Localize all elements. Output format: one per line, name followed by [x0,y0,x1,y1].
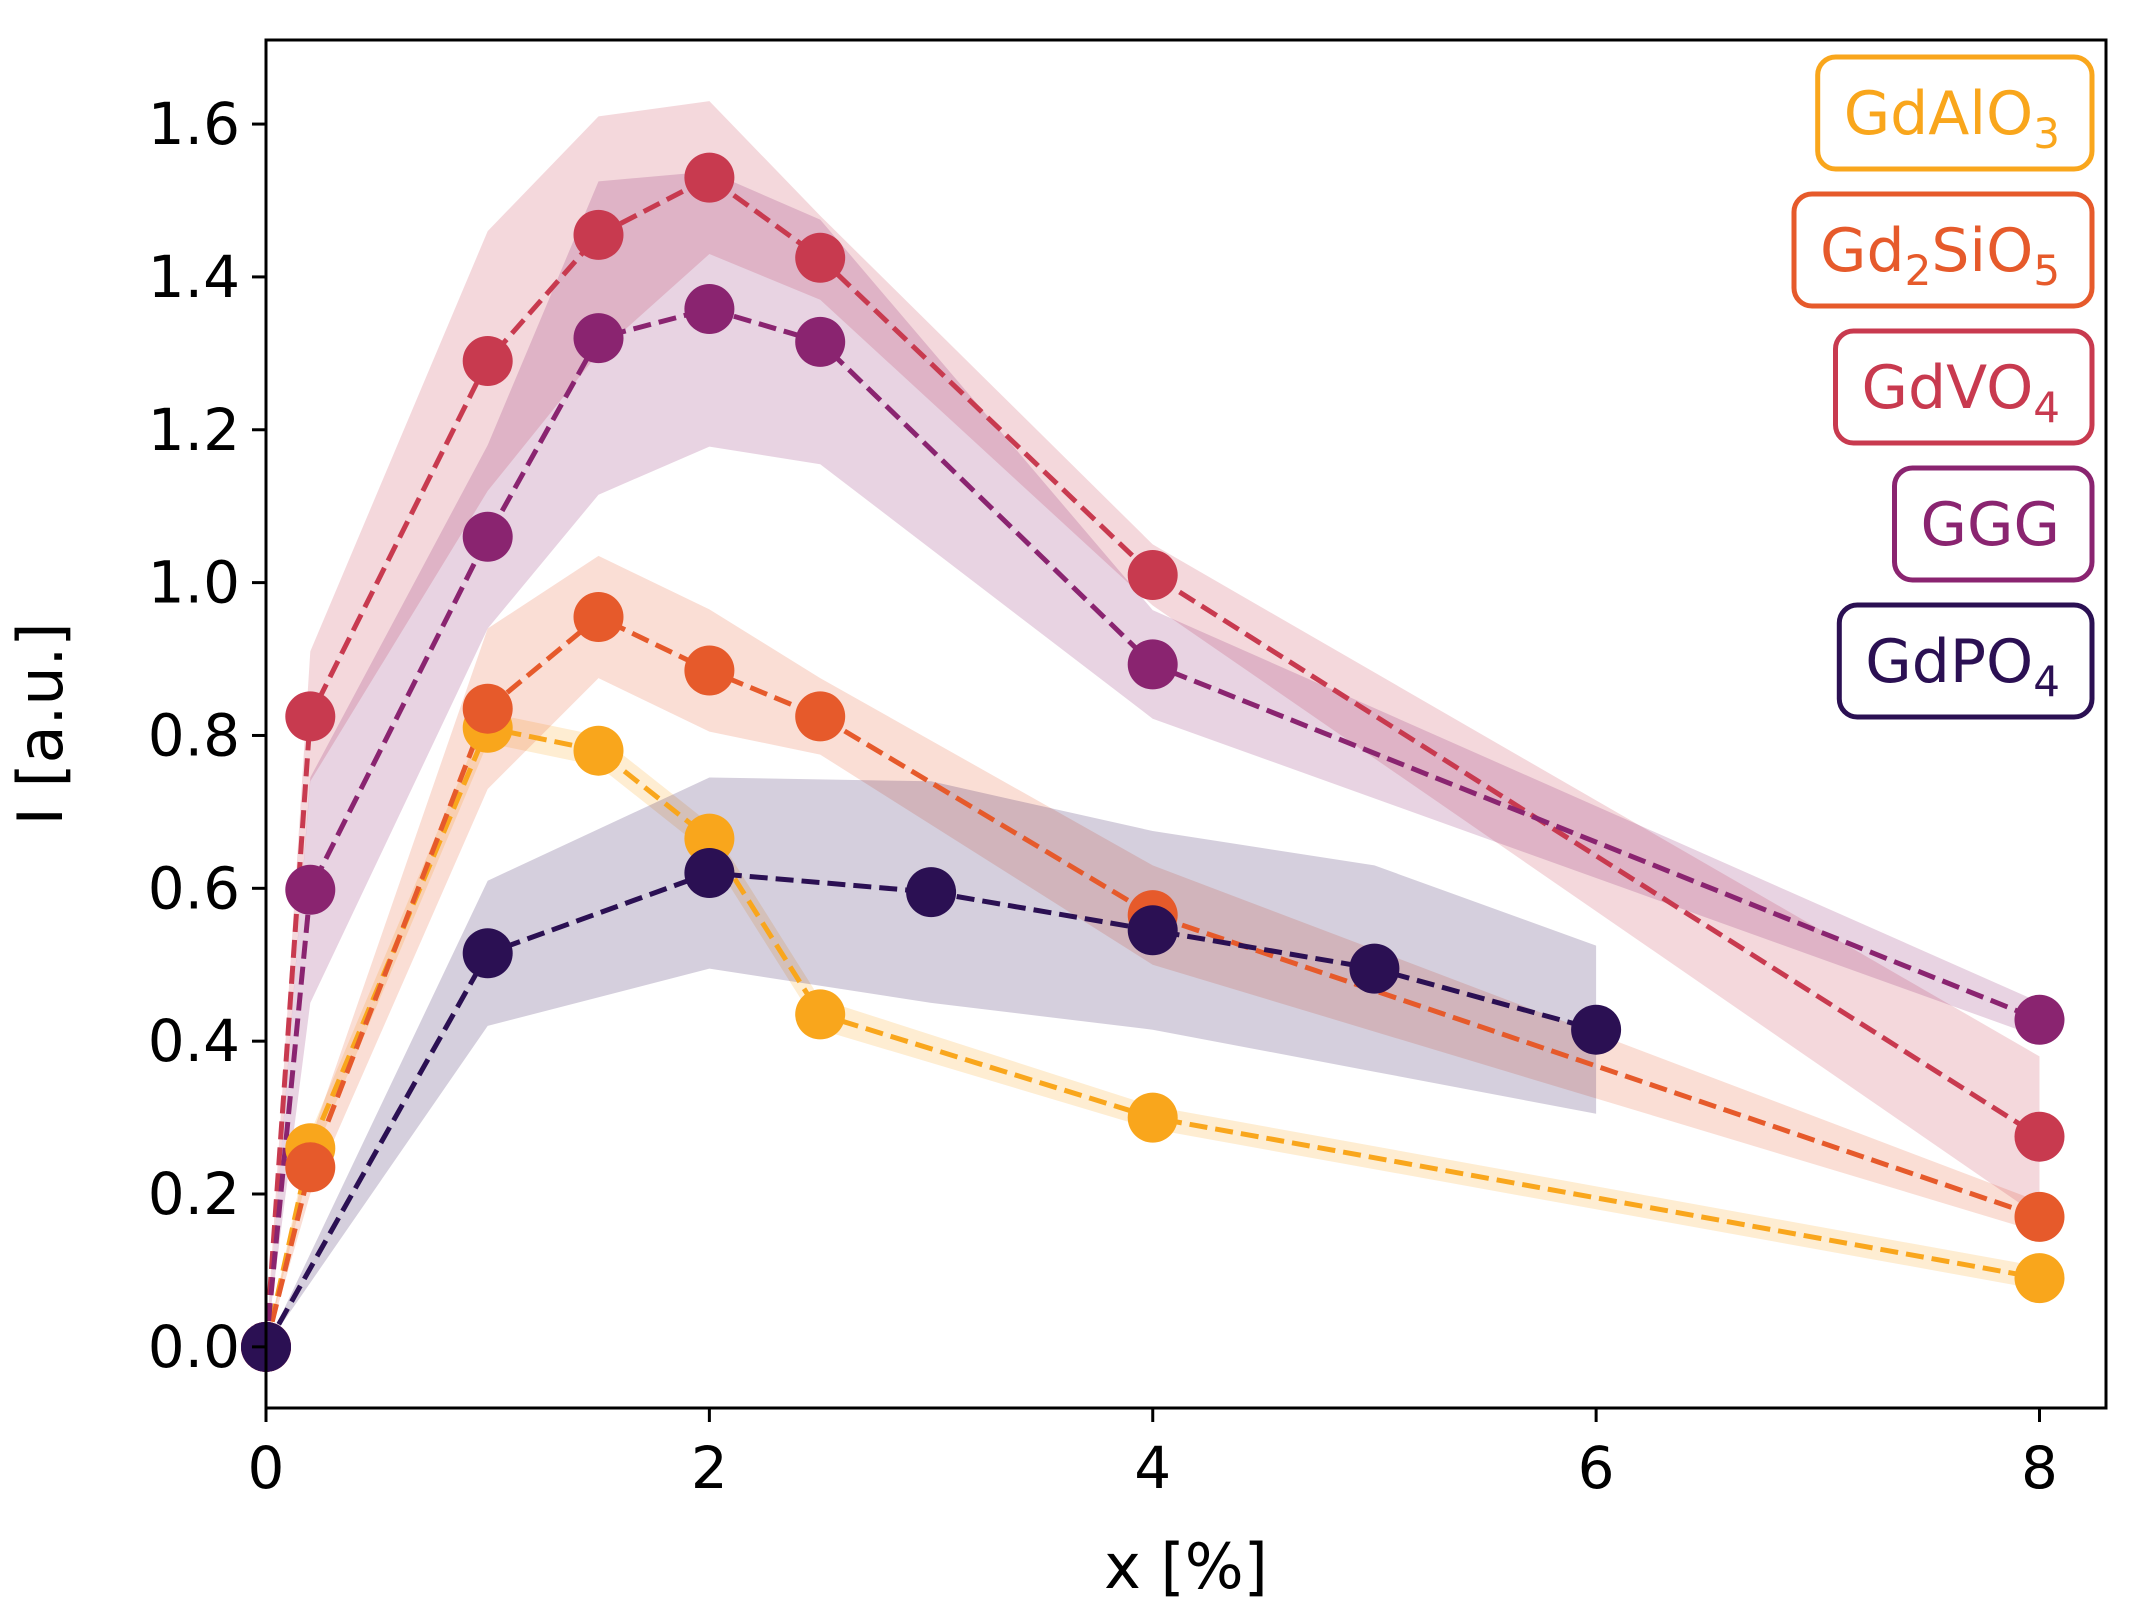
data-point-gdvo4 [684,152,735,203]
y-tick-label: 0.6 [148,854,240,922]
x-tick-label: 4 [1134,1434,1171,1502]
data-point-gdalo3 [1127,1092,1178,1143]
x-axis-label: x [%] [1104,1530,1268,1603]
data-point-gdpo4 [1127,905,1178,956]
data-point-gd2sio5 [684,645,735,696]
data-point-ggg [684,284,735,334]
data-point-ggg [285,864,336,915]
legend-label-gdpo4: GdPO4 [1865,627,2060,706]
data-point-gdvo4 [462,336,513,386]
data-point-gdvo4 [795,232,846,283]
error-band-gdalo3 [266,712,2040,1347]
legend-entry-gd2sio5: Gd2SiO5 [1791,191,2095,309]
data-point-gdpo4 [1571,1004,1622,1055]
data-point-gdvo4 [573,209,624,260]
x-tick-label: 8 [2021,1434,2058,1502]
legend-box-gdpo4 [1836,602,2095,720]
data-point-gdvo4 [2014,1111,2065,1162]
y-tick-label: 0.0 [148,1313,240,1381]
series-line-gdalo3 [263,724,2040,1348]
x-tick-label: 2 [691,1434,728,1502]
legend-entry-gdvo4: GdVO4 [1833,328,2095,446]
legend-label-gd2sio5: Gd2SiO5 [1820,216,2060,295]
data-point-gdpo4 [906,867,957,918]
error-band-gdpo4 [266,777,1597,1347]
legend-box-gdvo4 [1833,328,2095,446]
series-line-gdvo4 [263,174,2041,1348]
data-point-gd2sio5 [285,1142,336,1193]
y-tick-label: 0.2 [148,1160,240,1228]
data-point-gdvo4 [285,691,336,742]
data-point-gdalo3 [795,989,846,1040]
data-point-ggg [573,313,624,364]
data-point-ggg [1127,639,1178,690]
legend-entry-gdalo3: GdAlO3 [1815,54,2095,172]
series-line-gd2sio5 [263,614,2041,1348]
data-point-gd2sio5 [573,592,624,642]
data-point-gdpo4 [1349,943,1400,994]
y-tick-label: 1.0 [148,549,240,617]
legend-entry-gdpo4: GdPO4 [1836,602,2095,720]
y-tick-label: 1.2 [148,396,240,464]
legend-box-gdalo3 [1815,54,2095,172]
data-point-gd2sio5 [2014,1191,2065,1242]
data-point-gd2sio5 [795,691,846,742]
y-axis-label: I [a.u.] [4,622,77,825]
series-line-ggg [263,306,2041,1348]
plot-frame [264,38,2108,1410]
error-band-ggg [266,171,2040,1347]
legend-box-gd2sio5 [1791,191,2095,309]
y-tick-label: 1.6 [148,90,240,158]
legend-label-gdalo3: GdAlO3 [1844,79,2060,158]
x-tick-label: 6 [1578,1434,1615,1502]
legend-box-ggg [1892,465,2095,583]
data-point-gd2sio5 [462,683,513,734]
x-tick-label: 0 [248,1434,285,1502]
data-point-ggg [462,511,513,562]
data-point-gdvo4 [1127,550,1178,600]
data-points [241,152,2065,1372]
data-point-gdpo4 [684,848,735,898]
data-point-gdpo4 [462,928,513,979]
legend-entry-ggg: GGG [1892,465,2095,583]
y-tick-label: 0.8 [148,701,240,769]
data-point-ggg [2014,994,2065,1045]
data-point-gdalo3 [2014,1253,2065,1304]
data-point-gdalo3 [684,813,735,864]
y-tick-label: 1.4 [148,243,240,311]
error-bands [266,101,2040,1347]
data-point-gdalo3 [573,725,624,776]
y-tick-label: 0.4 [148,1007,240,1075]
legend: GdAlO3 Gd2SiO5 GdVO4 GGG GdPO4 [1791,54,2095,720]
legend-label-ggg: GGG [1921,490,2060,560]
data-point-ggg [795,316,846,367]
axes: 0 2 4 6 8 0.0 0.2 0.4 0.6 0.8 1.0 1.2 1.4 1.6 [148,90,2058,1502]
legend-label-gdvo4: GdVO4 [1862,353,2061,432]
